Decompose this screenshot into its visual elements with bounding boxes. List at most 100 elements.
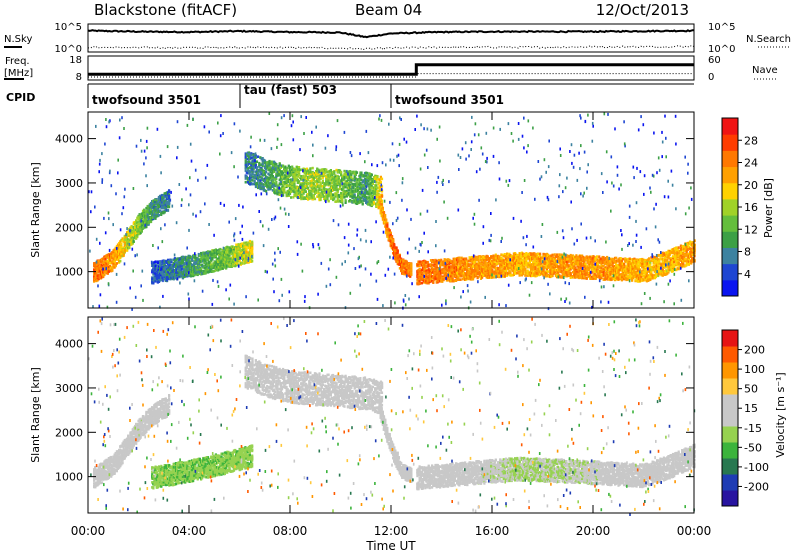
scatter-point: [338, 187, 342, 191]
scatter-point: [332, 193, 335, 197]
scatter-point: [250, 163, 253, 167]
scatter-point: [160, 278, 163, 282]
scatter-point: [118, 245, 121, 248]
scatter-point: [230, 262, 233, 265]
scatter-point: [229, 256, 232, 260]
scatter-point: [242, 242, 245, 245]
scatter-point: [152, 281, 155, 285]
scatter-point: [168, 197, 171, 201]
scatter-point: [167, 267, 170, 270]
scatter-point: [247, 244, 250, 247]
scatter-point: [168, 261, 171, 264]
scatter-point: [218, 263, 221, 266]
scatter-point: [132, 222, 135, 226]
scatter-point: [95, 274, 98, 277]
scatter-point: [172, 258, 175, 261]
scatter-point: [186, 258, 189, 262]
scatter-point: [163, 273, 166, 277]
scatter-point: [336, 188, 339, 192]
scatter-point: [198, 267, 201, 271]
scatter-point: [309, 167, 312, 170]
scatter-point: [185, 270, 188, 273]
scatter-point: [330, 181, 334, 185]
scatter-point: [180, 255, 183, 259]
scatter-point: [247, 241, 250, 244]
scatter-point: [145, 211, 148, 214]
scatter-point: [127, 240, 130, 243]
scatter-point: [206, 250, 209, 253]
scatter-point: [282, 171, 285, 175]
scatter-point: [235, 257, 238, 261]
scatter-point: [250, 152, 253, 155]
scatter-point: [267, 188, 270, 191]
scatter-point: [195, 271, 198, 275]
scatter-point: [235, 262, 238, 265]
scatter-point: [467, 259, 470, 263]
scatter-point: [342, 187, 345, 190]
scatter-point: [107, 261, 110, 265]
scatter-point: [110, 252, 113, 256]
scatter-point: [229, 264, 232, 268]
scatter-point: [379, 198, 382, 201]
scatter-point: [218, 268, 221, 271]
scatter-point: [157, 277, 161, 281]
scatter-point: [179, 264, 182, 268]
scatter-point: [222, 253, 225, 257]
scatter-point: [195, 257, 198, 260]
scatter-point: [219, 261, 222, 264]
scatter-point: [203, 261, 206, 264]
nsky-label: N.Sky: [4, 34, 32, 45]
scatter-point: [226, 253, 229, 257]
scatter-point: [157, 280, 161, 283]
scatter-point: [388, 229, 391, 232]
scatter-point: [246, 181, 249, 184]
scatter-point: [136, 230, 139, 233]
scatter-point: [453, 261, 456, 264]
scatter-point: [106, 272, 109, 275]
scatter-point: [340, 191, 343, 195]
scatter-point: [143, 213, 146, 216]
scatter-point: [144, 214, 147, 218]
scatter-point: [172, 277, 175, 281]
scatter-point: [106, 264, 109, 267]
scatter-point: [251, 182, 254, 186]
scatter-point: [119, 254, 122, 257]
scatter-point: [213, 266, 216, 269]
scatter-point: [113, 266, 116, 269]
scatter-point: [185, 258, 188, 262]
scatter-point: [246, 166, 249, 170]
scatter-point: [172, 268, 175, 272]
scatter-point: [197, 254, 200, 258]
scatter-point: [157, 270, 161, 274]
scatter-point: [187, 274, 190, 277]
scatter-point: [166, 209, 170, 212]
scatter-point: [182, 265, 186, 269]
scatter-point: [94, 264, 97, 267]
scatter-point: [172, 264, 175, 268]
scatter-point: [225, 267, 228, 270]
scatter-point: [148, 204, 151, 207]
scatter-point: [226, 260, 229, 264]
scatter-point: [238, 247, 241, 250]
nave-label: Nave: [752, 65, 778, 76]
scatter-point: [198, 259, 201, 262]
scatter-point: [386, 225, 389, 228]
scatter-point: [170, 260, 173, 264]
scatter-point: [176, 264, 179, 268]
scatter-point: [206, 259, 209, 262]
scatter-point: [132, 234, 135, 238]
scatter-point: [194, 254, 197, 257]
scatter-point: [198, 269, 201, 273]
scatter-point: [156, 261, 159, 265]
scatter-point: [231, 260, 234, 263]
scatter-point: [115, 262, 118, 265]
scatter-point: [188, 260, 191, 263]
scatter-point: [168, 264, 171, 267]
scatter-point: [232, 248, 236, 252]
scatter-point: [198, 254, 201, 258]
scatter-point: [236, 260, 239, 263]
scatter-point: [160, 277, 163, 280]
scatter-point: [136, 225, 139, 229]
scatter-point: [111, 267, 114, 270]
scatter-point: [207, 265, 211, 269]
